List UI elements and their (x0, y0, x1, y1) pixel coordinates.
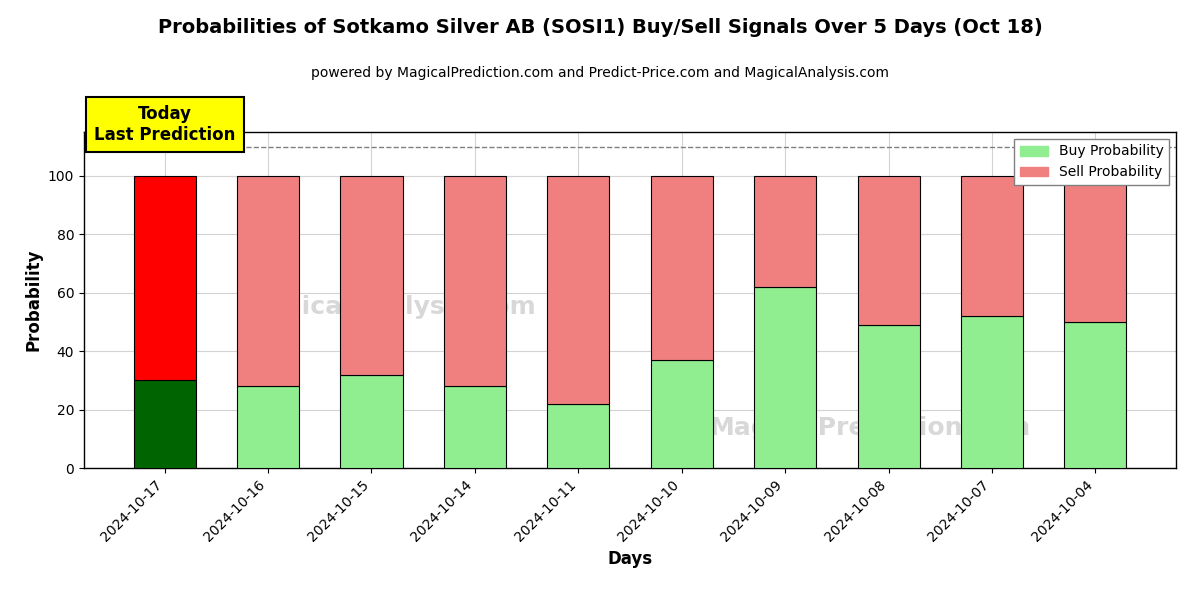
Bar (650, 176, 713, 360)
Legend: Buy Probability, Sell Probability: Buy Probability, Sell Probability (1014, 139, 1169, 185)
Bar (547, 176, 610, 404)
Text: Probabilities of Sotkamo Silver AB (SOSI1) Buy/Sell Signals Over 5 Days (Oct 18): Probabilities of Sotkamo Silver AB (SOSI… (157, 18, 1043, 37)
Bar (133, 380, 196, 468)
X-axis label: Days: Days (607, 550, 653, 568)
Bar (133, 176, 196, 380)
Bar (444, 176, 506, 386)
Text: Today
Last Prediction: Today Last Prediction (94, 105, 235, 143)
Text: MagicalPrediction.com: MagicalPrediction.com (709, 416, 1031, 440)
Bar (238, 386, 299, 468)
Bar (341, 374, 402, 468)
Bar (858, 176, 919, 325)
Text: powered by MagicalPrediction.com and Predict-Price.com and MagicalAnalysis.com: powered by MagicalPrediction.com and Pre… (311, 66, 889, 80)
Bar (754, 176, 816, 287)
Y-axis label: Probability: Probability (24, 249, 42, 351)
Bar (547, 404, 610, 468)
Bar (341, 176, 402, 374)
Bar (444, 386, 506, 468)
Bar (961, 176, 1022, 316)
Bar (754, 287, 816, 468)
Text: MagicalAnalysis.com: MagicalAnalysis.com (242, 295, 536, 319)
Bar (650, 360, 713, 468)
Bar (961, 316, 1022, 468)
Bar (1064, 176, 1127, 322)
Bar (238, 176, 299, 386)
Bar (1064, 322, 1127, 468)
Bar (858, 325, 919, 468)
